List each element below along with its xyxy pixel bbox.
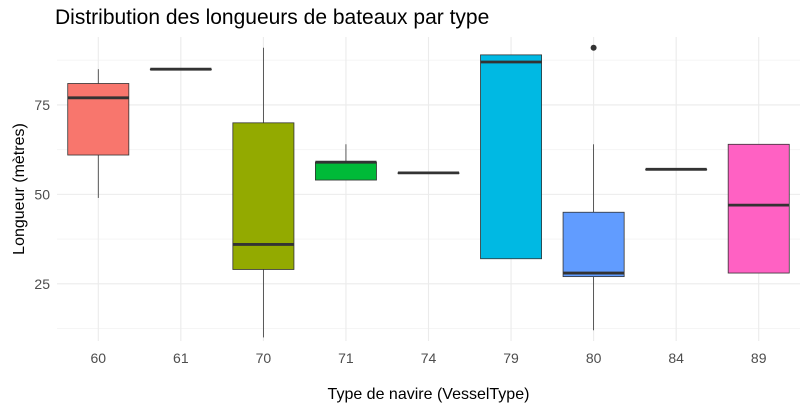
box-80-rect <box>562 211 625 278</box>
x-tick-label: 79 <box>503 350 519 366</box>
x-tick-label: 60 <box>90 350 106 366</box>
x-tick-label: 61 <box>173 350 189 366</box>
y-axis-title: Longueur (mètres) <box>11 123 28 255</box>
y-tick-label: 50 <box>34 186 50 202</box>
box-60-rect <box>67 83 130 156</box>
x-axis-title: Type de navire (VesselType) <box>328 386 530 403</box>
x-tick-label: 89 <box>751 350 767 366</box>
chart-title: Distribution des longueurs de bateaux pa… <box>55 6 490 29</box>
box-80-outlier <box>590 44 597 51</box>
box-89-rect <box>727 143 790 274</box>
x-tick-label: 74 <box>421 350 437 366</box>
y-tick-label: 25 <box>34 276 50 292</box>
box-71-rect <box>314 161 377 181</box>
x-tick-label: 84 <box>668 350 684 366</box>
box-70-rect <box>232 122 295 270</box>
x-tick-label: 70 <box>256 350 272 366</box>
x-tick-label: 80 <box>586 350 602 366</box>
x-tick-label: 71 <box>338 350 354 366</box>
y-tick-label: 75 <box>34 97 50 113</box>
box-79-rect <box>480 54 543 260</box>
